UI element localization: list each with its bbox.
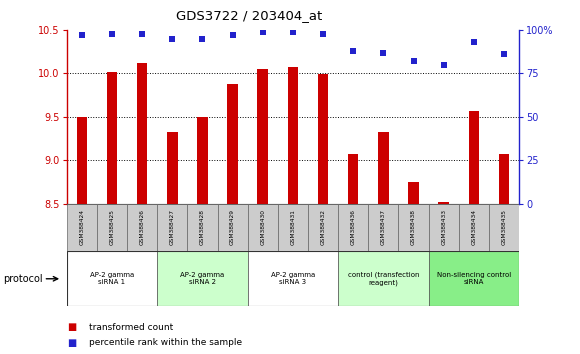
Bar — [107, 72, 117, 204]
Point — [439, 62, 448, 68]
Text: GSM388438: GSM388438 — [411, 210, 416, 245]
Text: GSM388424: GSM388424 — [79, 210, 84, 245]
Point — [349, 48, 358, 54]
Text: GSM388428: GSM388428 — [200, 210, 205, 245]
Bar — [218, 204, 248, 251]
Point — [499, 52, 509, 57]
Text: GSM388427: GSM388427 — [170, 210, 175, 245]
Text: GSM388436: GSM388436 — [351, 210, 356, 245]
Text: GSM388434: GSM388434 — [472, 210, 476, 245]
Point — [318, 31, 328, 36]
Text: transformed count: transformed count — [89, 323, 173, 332]
Bar — [77, 117, 87, 204]
Text: GSM388425: GSM388425 — [110, 210, 114, 245]
Bar — [258, 69, 268, 204]
Bar — [318, 74, 328, 204]
Text: percentile rank within the sample: percentile rank within the sample — [89, 338, 242, 347]
Bar — [248, 251, 338, 306]
Text: ■: ■ — [67, 322, 76, 332]
Text: protocol: protocol — [3, 274, 42, 284]
Point — [379, 50, 388, 56]
Text: GSM388432: GSM388432 — [321, 210, 325, 245]
Text: GSM388426: GSM388426 — [140, 210, 144, 245]
Point — [168, 36, 177, 41]
Point — [258, 29, 267, 35]
Text: control (transfection
reagent): control (transfection reagent) — [347, 272, 419, 286]
Text: GDS3722 / 203404_at: GDS3722 / 203404_at — [176, 9, 322, 22]
Bar — [429, 251, 519, 306]
Bar — [167, 132, 177, 204]
Bar — [288, 67, 298, 204]
Bar — [429, 204, 459, 251]
Text: GSM388435: GSM388435 — [502, 210, 506, 245]
Point — [409, 58, 418, 64]
Text: GSM388431: GSM388431 — [291, 210, 295, 245]
Bar — [248, 204, 278, 251]
Bar — [97, 204, 127, 251]
Point — [137, 31, 147, 36]
Point — [198, 36, 207, 41]
Bar — [459, 204, 489, 251]
Bar — [469, 111, 479, 204]
Point — [107, 31, 117, 36]
Bar — [338, 204, 368, 251]
Bar — [348, 154, 358, 204]
Bar — [67, 251, 157, 306]
Bar — [499, 154, 509, 204]
Text: GSM388433: GSM388433 — [441, 210, 446, 245]
Bar — [227, 84, 238, 204]
Bar — [489, 204, 519, 251]
Text: Non-silencing control
siRNA: Non-silencing control siRNA — [437, 272, 511, 285]
Text: ■: ■ — [67, 338, 76, 348]
Bar — [338, 251, 429, 306]
Point — [288, 29, 298, 35]
Bar — [368, 204, 398, 251]
Bar — [308, 204, 338, 251]
Bar — [187, 204, 218, 251]
Bar — [157, 251, 248, 306]
Bar — [127, 204, 157, 251]
Point — [469, 39, 478, 45]
Bar — [137, 63, 147, 204]
Text: GSM388430: GSM388430 — [260, 210, 265, 245]
Text: AP-2 gamma
siRNA 1: AP-2 gamma siRNA 1 — [90, 272, 134, 285]
Text: AP-2 gamma
siRNA 2: AP-2 gamma siRNA 2 — [180, 272, 224, 285]
Bar — [157, 204, 187, 251]
Bar — [408, 182, 419, 204]
Text: GSM388437: GSM388437 — [381, 210, 386, 245]
Text: AP-2 gamma
siRNA 3: AP-2 gamma siRNA 3 — [271, 272, 315, 285]
Point — [77, 33, 86, 38]
Bar — [438, 202, 449, 204]
Bar — [398, 204, 429, 251]
Bar — [378, 132, 389, 204]
Point — [228, 33, 237, 38]
Bar — [67, 204, 97, 251]
Bar — [197, 117, 208, 204]
Bar — [278, 204, 308, 251]
Text: GSM388429: GSM388429 — [230, 210, 235, 245]
